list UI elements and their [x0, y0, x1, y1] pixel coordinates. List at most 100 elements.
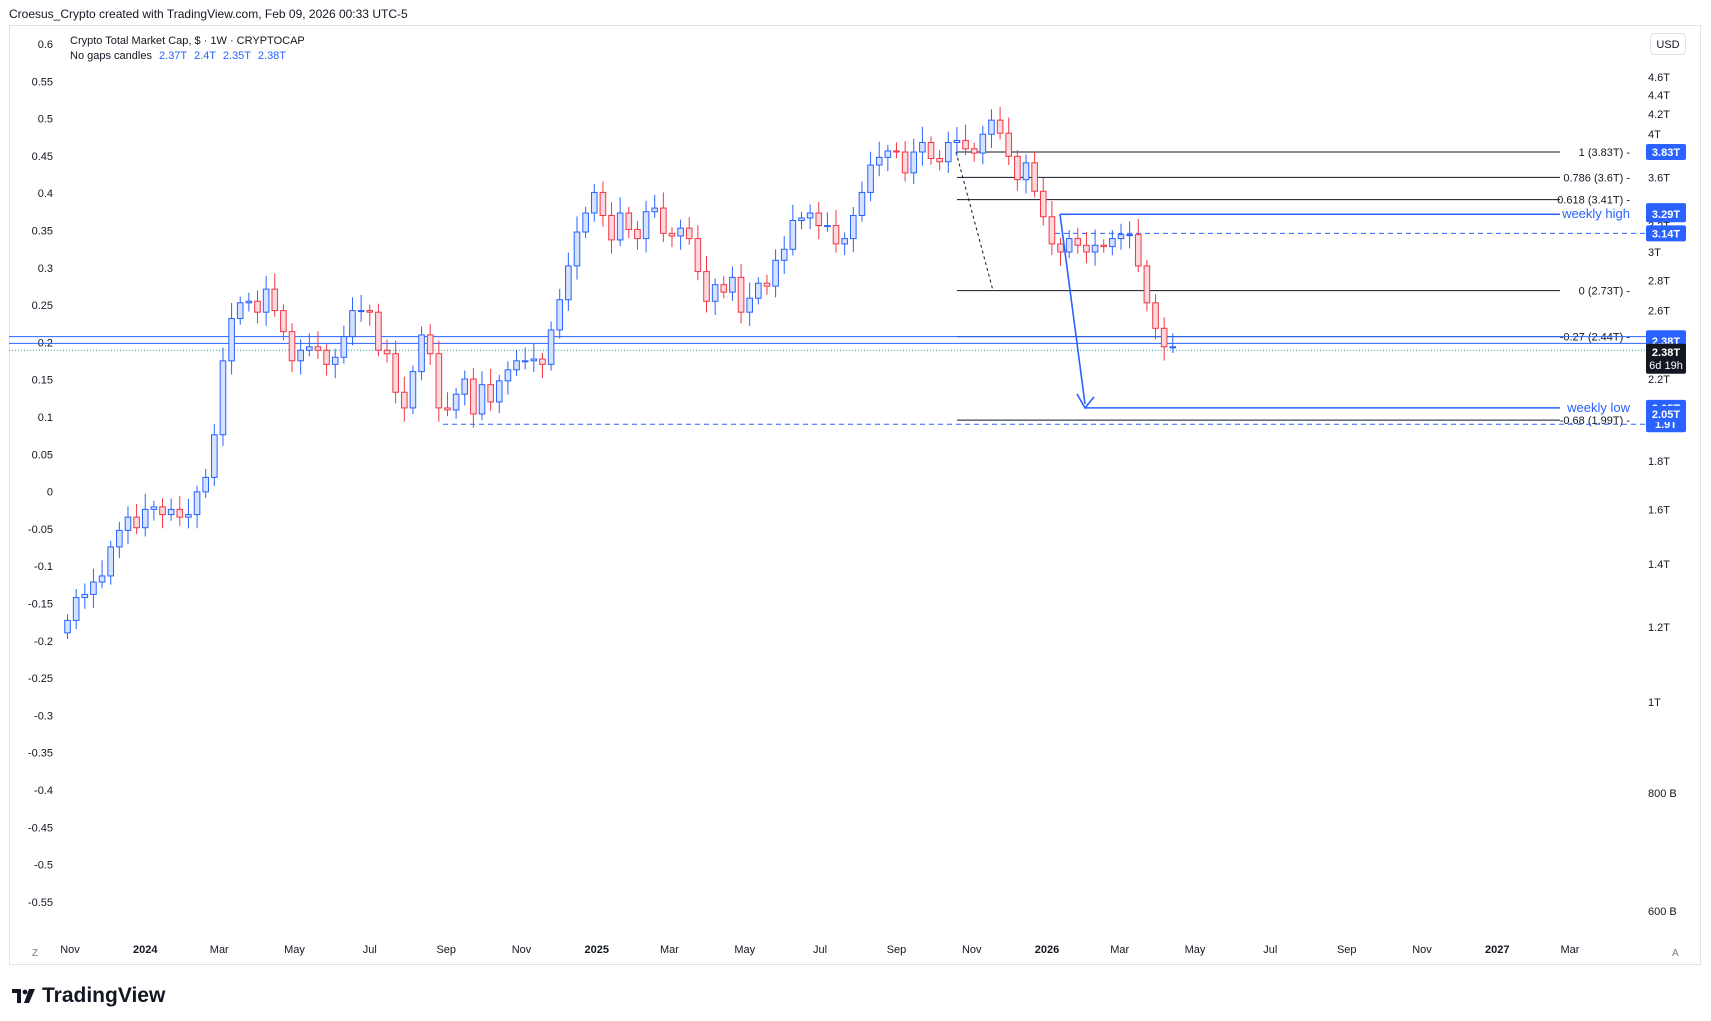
candle-body: [487, 384, 494, 403]
candle-body: [297, 349, 304, 362]
time-axis-tick: Mar: [660, 944, 679, 956]
time-axis-tick: May: [1185, 944, 1206, 956]
candle-body: [1100, 244, 1108, 248]
candle-body: [1134, 234, 1142, 267]
candle-body: [366, 310, 374, 313]
right-axis-tick: 4.2T: [1648, 109, 1670, 121]
candle-body: [824, 225, 831, 228]
candle-body: [806, 212, 814, 219]
candle-body: [660, 207, 667, 234]
candle-body: [452, 393, 460, 411]
chart-frame: [9, 25, 1701, 965]
candle-body: [521, 360, 529, 363]
auto-scale-button[interactable]: A: [1672, 948, 1679, 959]
drop-arrow-line[interactable]: [1059, 214, 1086, 405]
time-axis-tick: Mar: [210, 944, 229, 956]
left-axis-tick: 0.25: [32, 300, 53, 312]
candle-body: [703, 271, 710, 302]
candle-body: [1160, 327, 1168, 348]
right-axis-tick: 800 B: [1648, 788, 1677, 800]
candle-body: [280, 310, 287, 333]
candle-body: [228, 318, 235, 362]
left-axis-tick: 0.55: [32, 76, 53, 88]
candle-body: [1091, 244, 1099, 253]
legend-open: 2.37T: [159, 50, 187, 62]
left-axis-tick: 0.4: [38, 188, 53, 200]
current-price-badge: [1646, 343, 1686, 374]
drop-arrow-head: [1076, 393, 1095, 410]
right-axis-tick: 600 B: [1648, 906, 1677, 918]
time-axis-tick: May: [284, 944, 305, 956]
candle-body: [72, 597, 80, 621]
candle-body: [254, 300, 261, 313]
time-axis-tick: Mar: [1561, 944, 1580, 956]
candle-body: [798, 217, 805, 222]
legend-low: 2.35T: [222, 50, 251, 62]
candle-body: [642, 211, 650, 240]
left-axis-tick: -0.35: [28, 748, 53, 760]
legend-subtitle: No gaps candles: [70, 50, 152, 62]
price-badge: [1646, 206, 1686, 223]
left-axis-tick: 0.3: [38, 263, 53, 275]
left-axis-tick: 0.5: [38, 114, 53, 126]
left-axis-tick: 0.35: [32, 226, 53, 238]
candle-body: [677, 227, 684, 237]
fib-level-label: -0.27 (2.44T) -: [1560, 332, 1631, 344]
right-axis-tick: 3T: [1648, 247, 1661, 259]
candle-body: [668, 232, 676, 237]
candle-body: [919, 141, 926, 153]
right-axis-tick: 2.8T: [1648, 275, 1670, 287]
left-axis-tick: -0.25: [28, 673, 53, 685]
left-axis-tick: -0.45: [28, 822, 53, 834]
candle-body: [867, 164, 874, 193]
candle-body: [780, 248, 788, 261]
time-axis-tick: Jul: [363, 944, 377, 956]
fib-level-label: 1 (3.83T) -: [1579, 147, 1631, 159]
weekly-low-label: weekly low: [1566, 400, 1630, 415]
fib-level-label: 0.786 (3.6T) -: [1563, 172, 1630, 184]
candle-body: [1039, 190, 1047, 218]
candle-body: [340, 336, 348, 358]
candle-body: [901, 151, 909, 174]
right-axis-tick: 4T: [1648, 129, 1661, 141]
candle-body: [875, 156, 883, 166]
currency-button[interactable]: USD: [1650, 33, 1686, 55]
timezone-button[interactable]: Z: [32, 948, 39, 959]
candle-body: [1169, 346, 1177, 349]
tradingview-logo[interactable]: TradingView: [12, 984, 165, 1008]
fib-level-label: -0.68 (1.99T) -: [1560, 415, 1631, 427]
price-badge-text: 3.29T: [1652, 209, 1680, 221]
candle-body: [383, 349, 391, 355]
candle-body: [478, 384, 486, 415]
candle-body: [789, 220, 797, 250]
countdown-text: 6d 19h: [1649, 360, 1683, 372]
left-axis-tick: -0.05: [28, 524, 53, 536]
candle-body: [962, 139, 969, 150]
candle-body: [331, 356, 339, 365]
candle-body: [893, 150, 900, 153]
candle-body: [409, 371, 417, 409]
candle-body: [772, 259, 779, 287]
candle-body: [435, 353, 443, 409]
price-badge-text: 1.9T: [1655, 419, 1677, 431]
candle-body: [547, 329, 555, 365]
time-axis-tick: May: [734, 944, 755, 956]
candle-body: [608, 214, 615, 241]
candle-body: [944, 141, 952, 163]
candle-body: [651, 207, 659, 213]
candle-body: [694, 238, 702, 273]
candle-body: [418, 334, 425, 373]
candle-body: [590, 191, 598, 214]
time-axis-tick: Sep: [1337, 944, 1357, 956]
left-axis-tick: 0.05: [32, 449, 53, 461]
right-axis-tick: 4.4T: [1648, 90, 1670, 102]
candle-body: [349, 310, 356, 338]
legend-close: 2.38T: [257, 50, 287, 62]
candle-body: [495, 380, 503, 403]
left-axis-tick: -0.4: [34, 785, 53, 797]
left-axis-tick: -0.3: [34, 710, 53, 722]
candle-body: [314, 346, 322, 351]
fib-connector: [955, 151, 994, 291]
right-axis-tick: 1.2T: [1648, 622, 1670, 634]
